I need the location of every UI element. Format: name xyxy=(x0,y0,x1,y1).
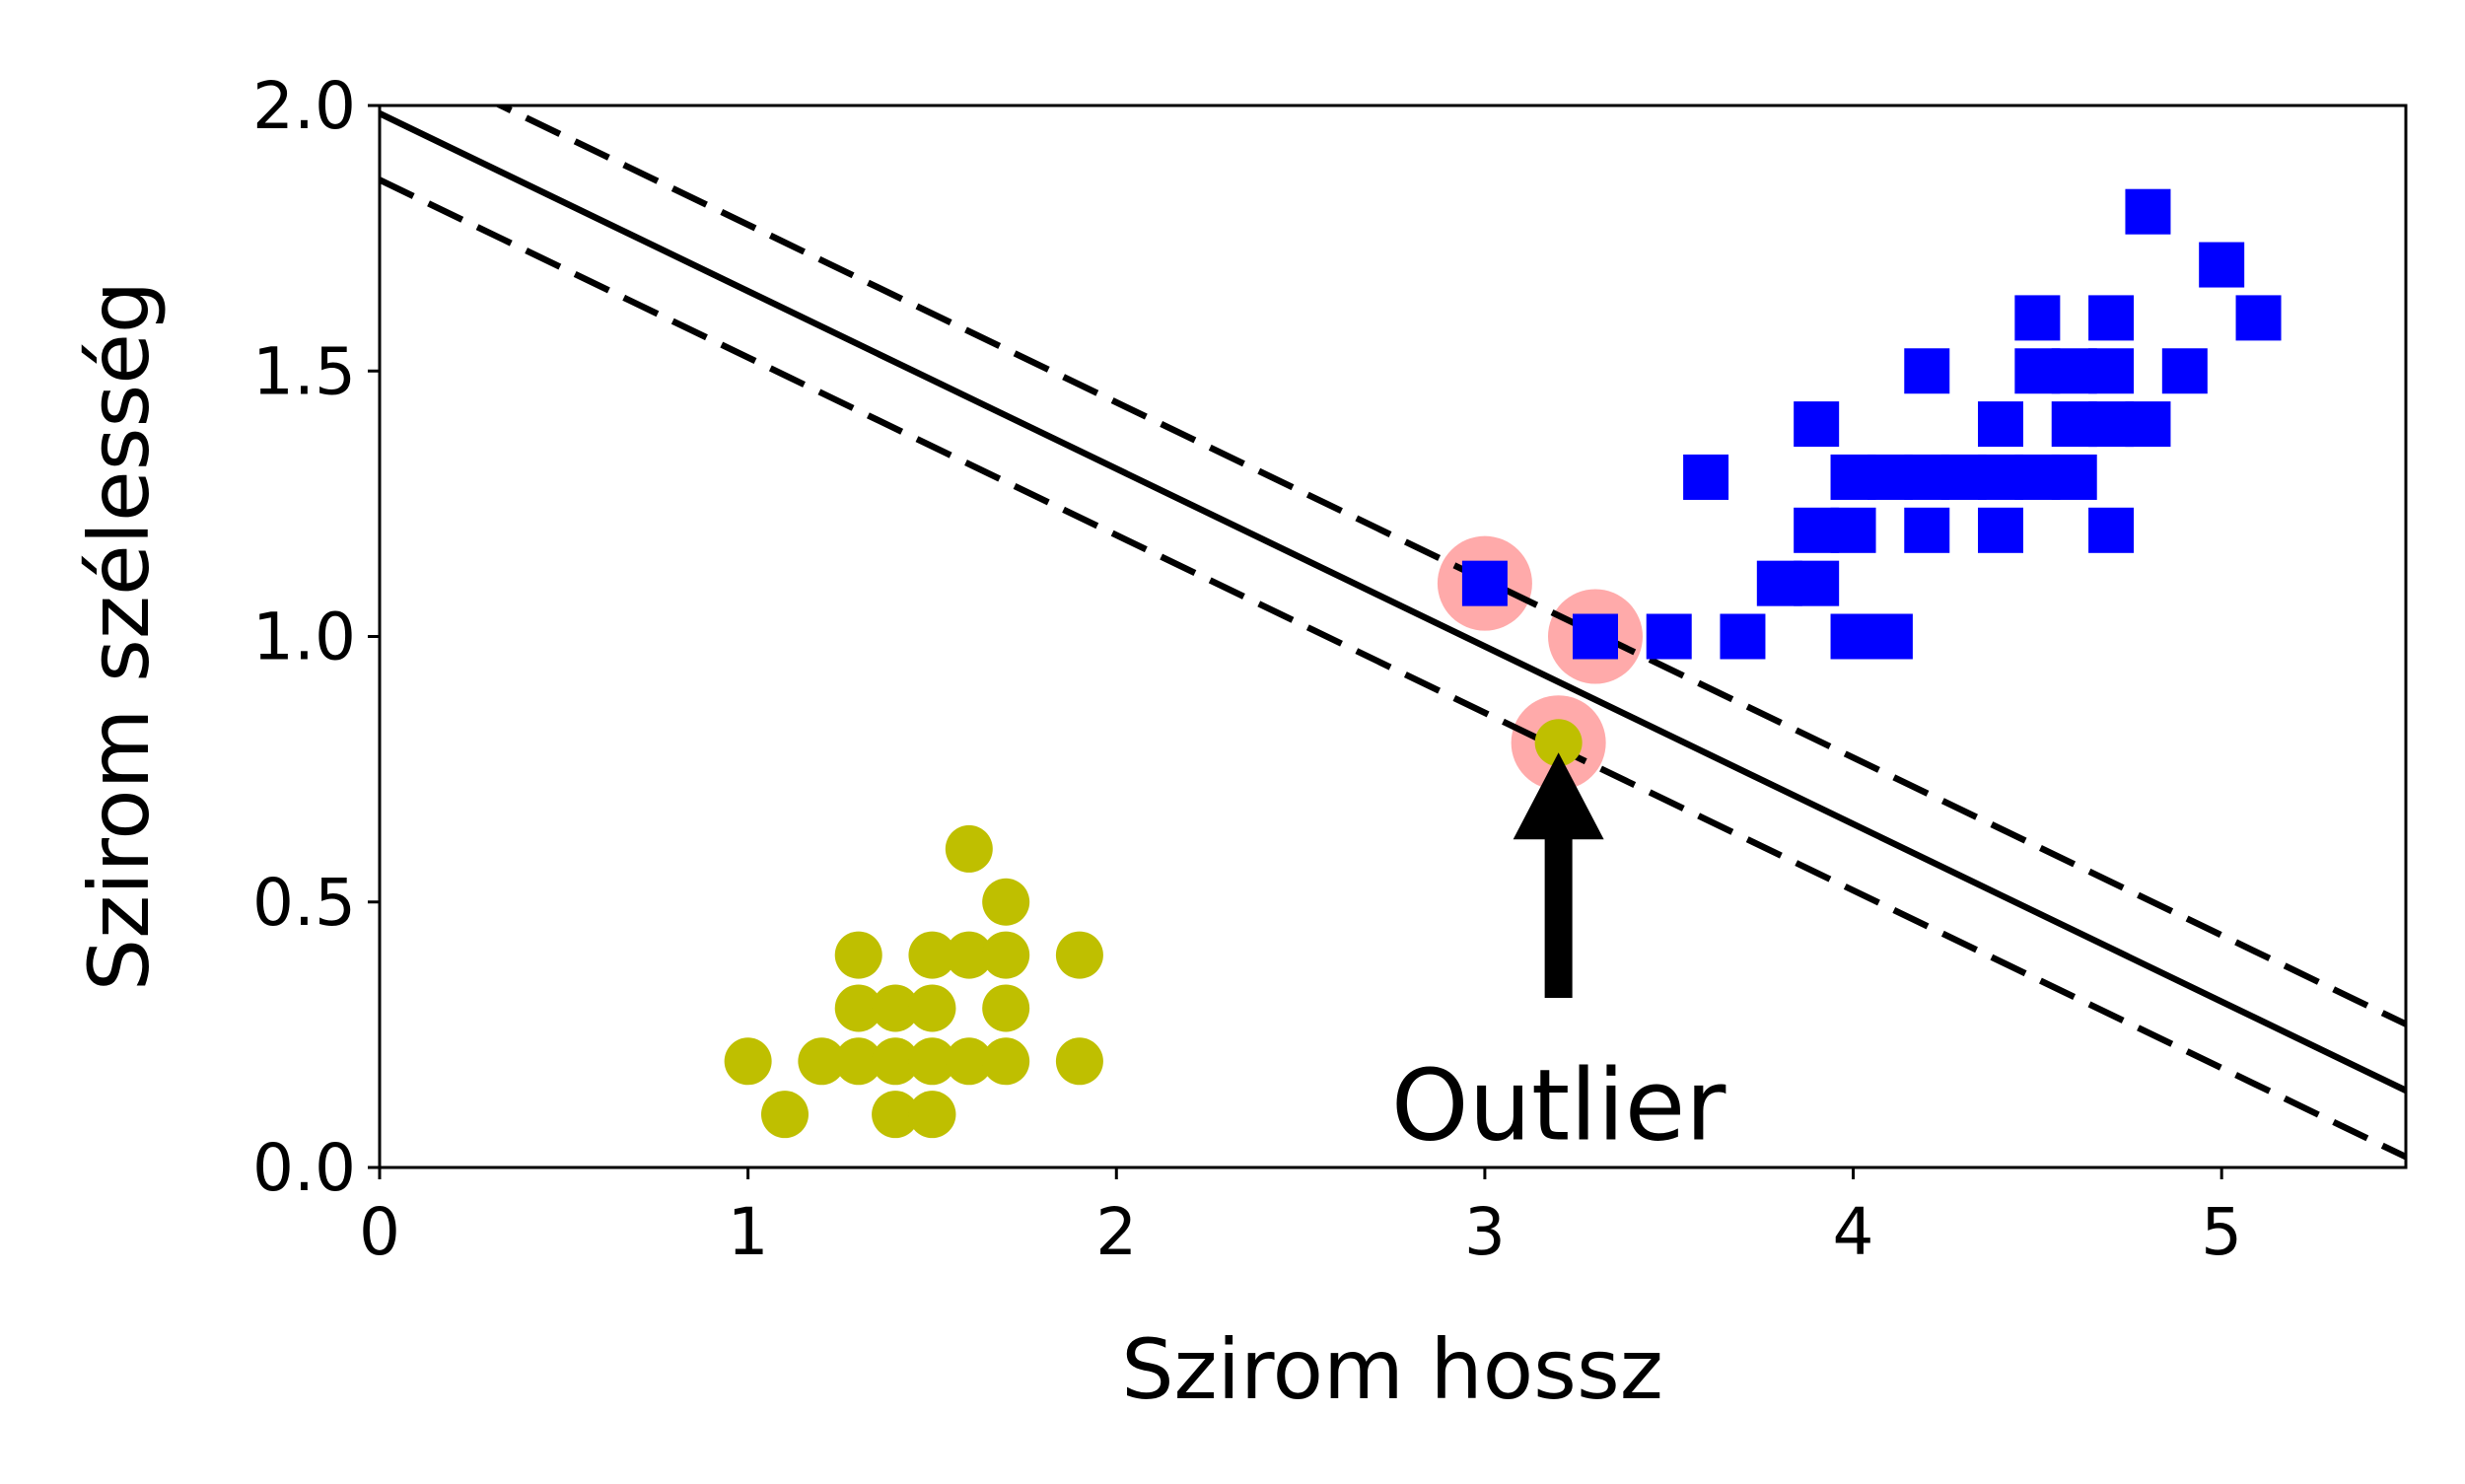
data-point-circle xyxy=(1534,719,1583,767)
data-point-circle xyxy=(1055,1037,1103,1086)
data-point-circle xyxy=(834,1037,882,1086)
data-point-circle xyxy=(908,984,956,1032)
x-tick-label: 4 xyxy=(1833,1194,1874,1270)
data-point-square xyxy=(2235,295,2282,341)
data-point-circle xyxy=(761,1091,809,1139)
y-tick-label: 2.0 xyxy=(252,68,356,144)
data-point-square xyxy=(1646,613,1692,660)
y-tick-label: 0.5 xyxy=(252,865,356,941)
data-point-circle xyxy=(945,824,993,873)
data-point-square xyxy=(1794,401,1840,448)
data-point-square xyxy=(1830,507,1876,553)
data-point-circle xyxy=(908,931,956,979)
data-point-circle xyxy=(982,931,1030,979)
data-point-square xyxy=(2088,295,2135,341)
x-tick-label: 2 xyxy=(1095,1194,1137,1270)
annotation-arrow-shaft xyxy=(1544,837,1573,998)
data-point-square xyxy=(1720,613,1766,660)
data-point-square xyxy=(1683,454,1729,500)
x-axis-label: Szirom hossz xyxy=(1121,1321,1663,1418)
data-point-square xyxy=(1794,560,1840,606)
data-point-circle xyxy=(834,931,882,979)
data-point-circle xyxy=(908,1037,956,1086)
annotation-label: Outlier xyxy=(1391,1047,1726,1163)
data-point-square xyxy=(2014,295,2061,341)
axis-ticks: 0 1 2 3 4 5 0.0 0.5 1.0 1.5 2.0 xyxy=(252,68,2242,1270)
y-axis-label: Szirom szélesség xyxy=(71,281,168,991)
data-point-square xyxy=(1904,348,1950,394)
data-point-circle xyxy=(872,1091,920,1139)
plot-area xyxy=(380,106,2406,1161)
x-tick-label: 1 xyxy=(728,1194,769,1270)
data-point-circle xyxy=(945,931,993,979)
data-point-square xyxy=(1866,613,1913,660)
data-point-square xyxy=(1461,560,1508,606)
data-point-square xyxy=(2199,242,2245,288)
data-point-circle xyxy=(798,1037,846,1086)
data-point-circle xyxy=(982,984,1030,1032)
data-point-circle xyxy=(1055,931,1103,979)
x-tick-label: 0 xyxy=(359,1194,400,1270)
data-point-square xyxy=(2161,348,2208,394)
data-point-circle xyxy=(872,1037,920,1086)
annotation-arrow-head xyxy=(1513,752,1604,840)
data-point-circle xyxy=(945,1037,993,1086)
data-point-circle xyxy=(982,878,1030,926)
y-tick-label: 1.5 xyxy=(252,333,356,409)
data-point-square xyxy=(2125,401,2171,448)
data-point-circle xyxy=(982,1037,1030,1086)
data-point-circle xyxy=(872,984,920,1032)
margin-upper-line xyxy=(493,106,2406,1027)
x-tick-label: 5 xyxy=(2201,1194,2242,1270)
data-point-square xyxy=(2051,454,2097,500)
y-tick-label: 1.0 xyxy=(252,600,356,675)
data-point-square xyxy=(2125,188,2171,235)
data-point-square xyxy=(2088,507,2135,553)
y-tick-label: 0.0 xyxy=(252,1130,356,1206)
data-point-square xyxy=(1978,401,2023,448)
decision-boundary-line xyxy=(380,110,2406,1094)
data-point-square xyxy=(2088,348,2135,394)
data-point-circle xyxy=(724,1037,772,1086)
annotation: Outlier xyxy=(1391,752,1726,1163)
x-tick-label: 3 xyxy=(1464,1194,1506,1270)
data-point-circle xyxy=(908,1091,956,1139)
data-point-square xyxy=(1978,507,2023,553)
data-point-square xyxy=(1904,507,1950,553)
data-point-circle xyxy=(834,984,882,1032)
margin-lower-line xyxy=(380,177,2406,1161)
data-point-square xyxy=(1573,613,1618,660)
